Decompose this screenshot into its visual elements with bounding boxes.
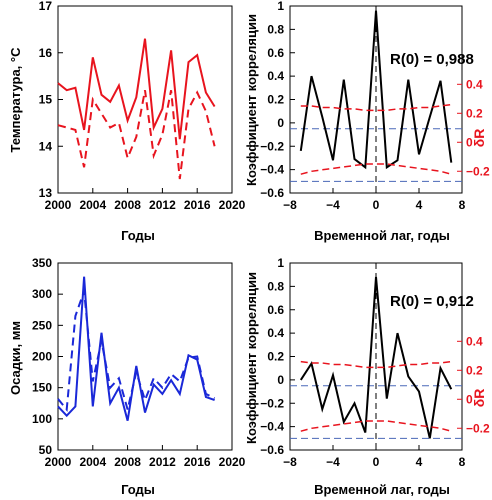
precipitation-acf-y-tick-label: −0.6 xyxy=(260,443,284,457)
precipitation-acf-y-tick-label: −0.4 xyxy=(260,420,284,434)
precipitation-acf-right-tick-label: 0.2 xyxy=(466,363,483,377)
precipitation-ylabel: Осадки, мм xyxy=(8,321,23,395)
temperature-acf-x-tick-label: 8 xyxy=(459,198,466,212)
precipitation-acf-right-tick-label: 0.4 xyxy=(466,334,483,348)
temperature-y-tick-label: 15 xyxy=(39,93,53,107)
temperature-acf-chart: Коэффициент корреляции Временной лаг, го… xyxy=(244,0,490,243)
precipitation-acf-y-tick-label: 0.2 xyxy=(267,350,284,364)
precipitation-x-tick-label: 2016 xyxy=(184,455,211,469)
temperature-ylabel: Температура, °С xyxy=(8,47,23,153)
temperature-acf-y-tick-label: 0 xyxy=(277,116,284,130)
temperature-acf-y-tick-label: 0.2 xyxy=(267,93,284,107)
precipitation-acf-chart: Коэффициент корреляции Временной лаг, го… xyxy=(244,256,490,497)
temperature-acf-delta-line xyxy=(300,103,452,112)
temperature-acf-correlation-line xyxy=(299,10,453,170)
temperature-dashed-series xyxy=(57,90,216,180)
temperature-acf-right-tick-label: 0 xyxy=(466,135,473,149)
precipitation-y-tick-label: 350 xyxy=(32,256,52,270)
precipitation-acf-y-tick-label: 0.8 xyxy=(267,279,284,293)
precipitation-acf-y-tick-label: 1 xyxy=(277,256,284,270)
precipitation-x-tick-label: 2008 xyxy=(114,455,141,469)
temperature-acf-delta-line xyxy=(300,163,452,175)
precipitation-acf-correlation-line xyxy=(299,276,453,439)
precipitation-acf-right-tick-label: −0.2 xyxy=(466,421,490,435)
precipitation-acf-annotation: R(0) = 0,912 xyxy=(390,293,474,310)
temperature-acf-right-ylabel: δR xyxy=(471,129,487,148)
temperature-y-tick-label: 17 xyxy=(39,0,53,13)
temperature-chart: Температура, °С Годы 2000 2004 2008 2012 201… xyxy=(8,0,246,243)
temperature-acf-annotation: R(0) = 0,988 xyxy=(390,51,474,68)
temperature-acf-y-tick-label: −0.4 xyxy=(260,163,284,177)
temperature-x-tick-label: 2016 xyxy=(184,198,211,212)
temperature-y-tick-label: 16 xyxy=(39,46,53,60)
precipitation-y-tick-label: 250 xyxy=(32,318,52,332)
temperature-acf-x-tick-label: −4 xyxy=(326,198,340,212)
temperature-x-tick-label: 2012 xyxy=(149,198,176,212)
precipitation-y-tick-label: 100 xyxy=(32,412,52,426)
precipitation-acf-ylabel: Коэффициент корреляции xyxy=(244,272,259,444)
precipitation-acf-y-tick-label: 0.4 xyxy=(267,326,284,340)
precipitation-acf-x-tick-label: 0 xyxy=(373,455,380,469)
precipitation-acf-y-tick-label: 0.6 xyxy=(267,303,284,317)
temperature-acf-y-tick-label: 0.4 xyxy=(267,69,284,83)
precipitation-acf-x-tick-label: 4 xyxy=(416,455,423,469)
precipitation-x-tick-label: 2000 xyxy=(45,455,72,469)
temperature-x-tick-label: 2004 xyxy=(79,198,106,212)
temperature-acf-ylabel: Коэффициент корреляции xyxy=(244,14,259,186)
precipitation-xlabel: Годы xyxy=(121,482,155,497)
temperature-xlabel: Годы xyxy=(121,228,155,243)
precipitation-x-tick-label: 2012 xyxy=(149,455,176,469)
temperature-acf-y-tick-label: −0.6 xyxy=(260,186,284,200)
temperature-acf-xlabel: Временной лаг, годы xyxy=(314,228,450,243)
temperature-acf-y-tick-label: 0.6 xyxy=(267,46,284,60)
precipitation-acf-delta-line xyxy=(300,360,452,369)
temperature-acf-y-tick-label: −0.2 xyxy=(260,139,284,153)
temperature-acf-y-tick-label: 1 xyxy=(277,0,284,13)
precipitation-y-tick-label: 150 xyxy=(32,381,52,395)
temperature-acf-right-tick-label: −0.2 xyxy=(466,164,490,178)
precipitation-dashed-series xyxy=(57,290,216,413)
precipitation-acf-right-ylabel: δR xyxy=(471,389,487,408)
temperature-acf-x-tick-label: −8 xyxy=(283,198,297,212)
precipitation-acf-delta-line xyxy=(300,420,452,432)
precipitation-chart: Осадки, мм Годы 2000 2004 2008 2012 2016 2020… xyxy=(8,256,246,497)
precipitation-acf-y-tick-label: −0.2 xyxy=(260,396,284,410)
precipitation-x-tick-label: 2020 xyxy=(219,455,246,469)
precipitation-x-tick-label: 2004 xyxy=(79,455,106,469)
precipitation-acf-x-tick-label: −4 xyxy=(326,455,340,469)
precipitation-y-tick-label: 300 xyxy=(32,287,52,301)
temperature-solid-series xyxy=(57,38,216,140)
precipitation-acf-right-tick-label: 0 xyxy=(466,392,473,406)
precipitation-y-tick-label: 50 xyxy=(39,443,53,457)
temperature-acf-y-tick-label: 0.8 xyxy=(267,22,284,36)
precipitation-y-tick-label: 200 xyxy=(32,350,52,364)
precipitation-acf-xlabel: Временной лаг, годы xyxy=(314,482,450,497)
temperature-acf-x-tick-label: 4 xyxy=(416,198,423,212)
temperature-acf-right-tick-label: 0.2 xyxy=(466,106,483,120)
temperature-x-tick-label: 2000 xyxy=(45,198,72,212)
temperature-y-tick-label: 13 xyxy=(39,186,53,200)
precipitation-acf-x-tick-label: −8 xyxy=(283,455,297,469)
temperature-x-tick-label: 2020 xyxy=(219,198,246,212)
precipitation-acf-x-tick-label: 8 xyxy=(459,455,466,469)
precipitation-acf-y-tick-label: 0 xyxy=(277,373,284,387)
precipitation-solid-series xyxy=(57,276,215,421)
temperature-acf-x-tick-label: 0 xyxy=(373,198,380,212)
temperature-y-tick-label: 14 xyxy=(39,139,53,153)
temperature-x-tick-label: 2008 xyxy=(114,198,141,212)
temperature-acf-right-tick-label: 0.4 xyxy=(466,77,483,91)
